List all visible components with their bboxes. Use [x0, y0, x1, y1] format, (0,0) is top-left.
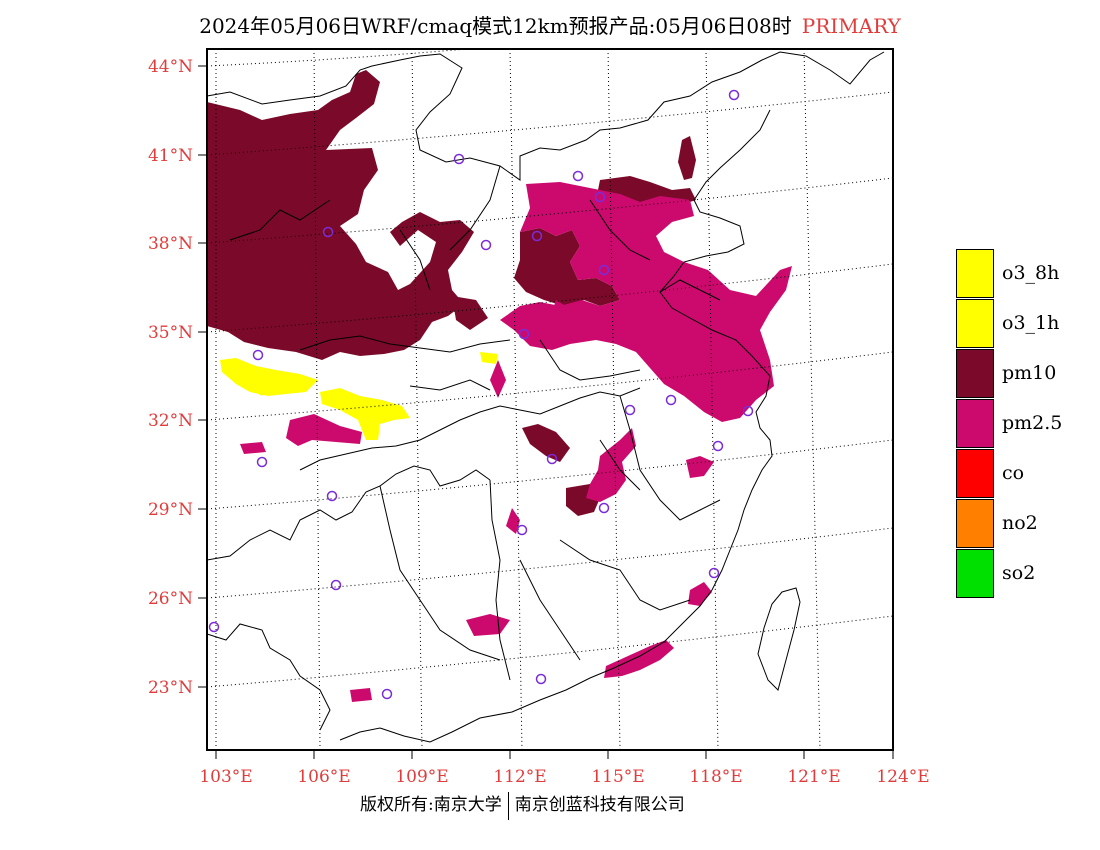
lon-label: 121°E [787, 767, 840, 787]
legend-item-so2: so2 [956, 549, 1076, 599]
map-frame [206, 48, 894, 751]
lat-label: 26°N [148, 589, 193, 609]
legend-item-no2: no2 [956, 499, 1076, 549]
graticule [207, 49, 893, 750]
lon-label: 112°E [493, 767, 546, 787]
legend-swatch [956, 449, 994, 498]
legend-swatch [956, 299, 994, 348]
lon-label: 124°E [876, 767, 929, 787]
legend-swatch [956, 399, 994, 448]
legend-swatch [956, 349, 994, 398]
longitude-labels: 103°E 106°E 109°E 112°E 115°E 118°E 121°… [199, 767, 929, 787]
lat-label: 44°N [148, 57, 193, 77]
legend-item-pm25: pm2.5 [956, 399, 1076, 449]
footer-divider [507, 791, 509, 820]
lon-label: 106°E [297, 767, 350, 787]
map-title: 2024年05月06日WRF/cmaq模式12km预报产品:05月06日08时 P… [0, 10, 1100, 39]
lat-label: 32°N [148, 411, 193, 431]
lat-label: 29°N [148, 500, 193, 520]
legend-swatch [956, 549, 994, 598]
lon-label: 109°E [395, 767, 448, 787]
legend-label: o3_1h [1002, 312, 1060, 334]
pm25-area [240, 182, 792, 702]
lat-label: 41°N [148, 146, 193, 166]
legend-label: o3_8h [1002, 262, 1060, 284]
legend-swatch [956, 499, 994, 548]
legend-label: so2 [1002, 562, 1036, 584]
copyright-footer: 版权所有:南京大学 南京创蓝科技有限公司 [360, 790, 685, 820]
station-markers [207, 89, 754, 700]
title-text: 2024年05月06日WRF/cmaq模式12km预报产品:05月06日08时 [199, 14, 792, 38]
legend-label: pm10 [1002, 362, 1057, 384]
legend-item-o3-1h: o3_1h [956, 299, 1076, 349]
latitude-labels: 44°N 41°N 38°N 35°N 32°N 29°N 26°N 23°N [148, 57, 193, 698]
primary-tag: PRIMARY [801, 14, 901, 38]
lat-label: 38°N [148, 234, 193, 254]
copyright-right: 南京创蓝科技有限公司 [514, 795, 685, 815]
o3-area [220, 352, 498, 440]
lat-label: 35°N [148, 323, 193, 343]
legend-item-pm10: pm10 [956, 349, 1076, 399]
lat-label: 23°N [148, 678, 193, 698]
copyright-left: 版权所有:南京大学 [360, 795, 502, 815]
axis-ticks [198, 65, 894, 759]
map-content [207, 49, 893, 750]
lon-label: 103°E [199, 767, 252, 787]
legend: o3_8h o3_1h pm10 pm2.5 co no2 so2 [956, 249, 1076, 599]
legend-label: co [1002, 462, 1025, 484]
legend-item-co: co [956, 449, 1076, 499]
boundaries [207, 51, 885, 743]
lon-label: 118°E [689, 767, 742, 787]
legend-item-o3-8h: o3_8h [956, 249, 1076, 299]
legend-label: no2 [1002, 512, 1038, 534]
legend-label: pm2.5 [1002, 412, 1063, 434]
legend-swatch [956, 249, 994, 298]
lon-label: 115°E [591, 767, 644, 787]
